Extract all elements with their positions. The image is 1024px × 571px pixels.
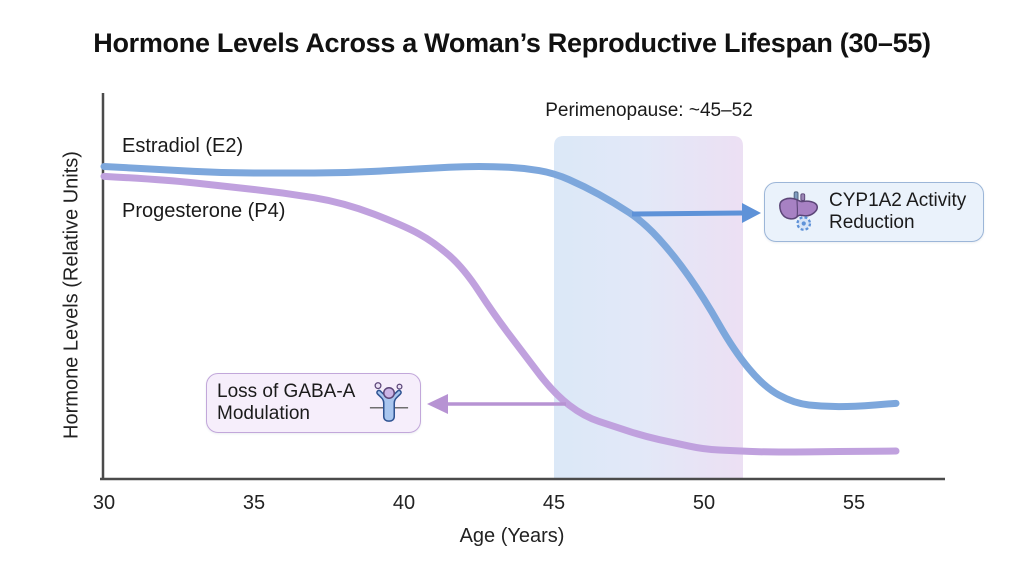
series-label-e2: Estradiol (E2) [122, 135, 244, 157]
x-axis-label: Age (Years) [459, 525, 565, 547]
band-label: Perimenopause: ~45–52 [545, 100, 753, 121]
person-receptor-icon [369, 382, 409, 422]
x-tick-30: 30 [92, 492, 116, 514]
x-tick-35: 35 [242, 492, 266, 514]
gaba-annotation-line2: Modulation [217, 403, 310, 424]
liver-gear-icon [779, 191, 818, 231]
y-axis-label: Hormone Levels (Relative Units) [60, 151, 83, 439]
cyp-annotation-box: CYP1A2 Activity Reduction [764, 182, 984, 242]
cyp-annotation-line1: CYP1A2 Activity [829, 189, 967, 211]
cyp-annotation-line2: Reduction [829, 212, 915, 233]
p4-curve [100, 172, 900, 456]
gaba-arrow [427, 394, 566, 414]
gaba-annotation-text: Loss of GABA-A Modulation [217, 381, 360, 426]
series-label-p4: Progesterone (P4) [122, 200, 286, 222]
x-tick-45: 45 [542, 492, 566, 514]
x-tick-55: 55 [842, 492, 866, 514]
cyp-annotation-text: CYP1A2 Activity Reduction [829, 190, 973, 235]
x-tick-50: 50 [692, 492, 716, 514]
perimenopause-band [554, 136, 743, 478]
gaba-annotation-line1: Loss of GABA-A [217, 380, 356, 402]
e2-curve [100, 162, 900, 411]
cyp-arrow [631, 203, 761, 223]
gaba-annotation-box: Loss of GABA-A Modulation [206, 373, 421, 433]
chart-title: Hormone Levels Across a Woman’s Reproduc… [93, 28, 931, 58]
x-tick-40: 40 [392, 492, 416, 514]
